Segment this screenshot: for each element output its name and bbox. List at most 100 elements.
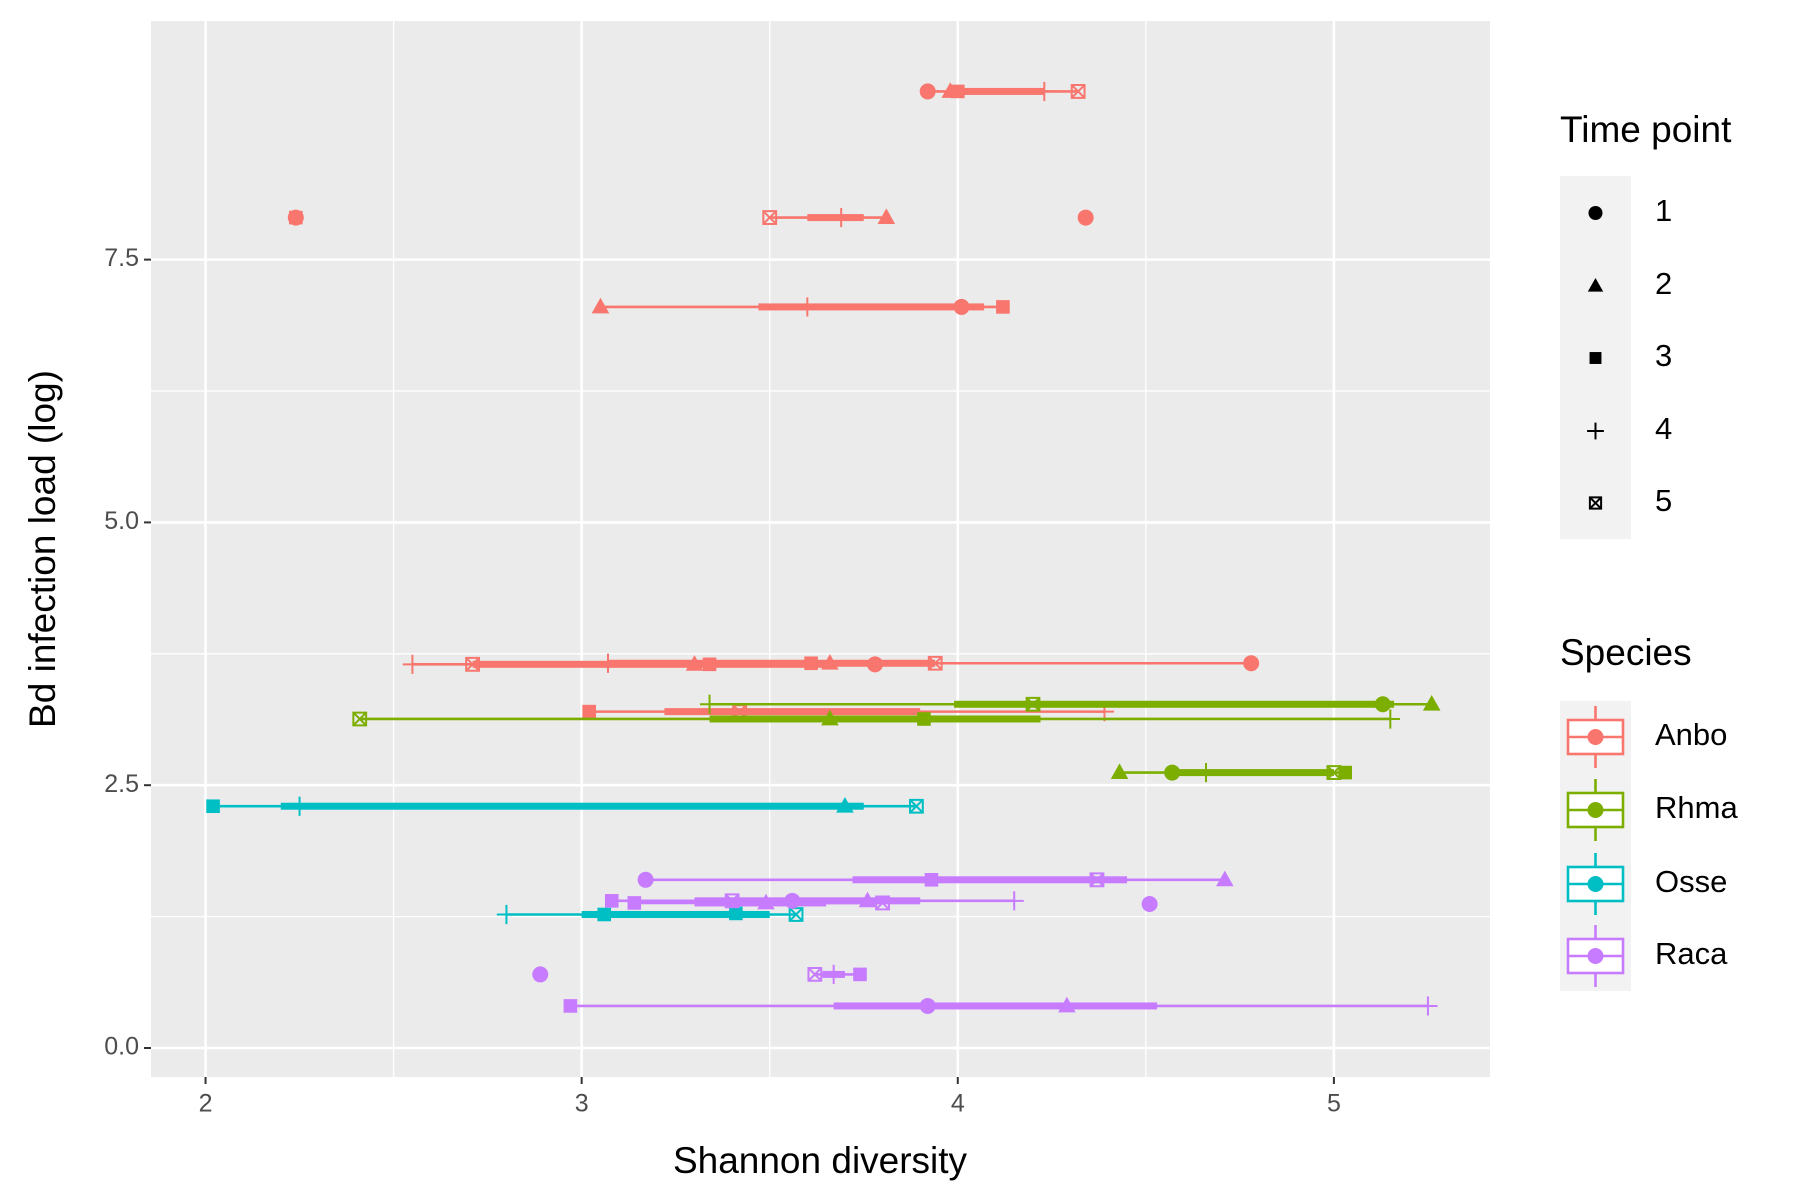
- legend-item: 2: [1587, 266, 1672, 301]
- box: [280, 802, 864, 810]
- legend-item: Raca: [1566, 925, 1728, 987]
- legend-item: Rhma: [1566, 779, 1738, 841]
- point: [1380, 709, 1400, 729]
- point: [797, 297, 817, 317]
- x-tick-label: 2: [199, 1090, 213, 1118]
- legend-label: 2: [1655, 266, 1672, 301]
- point: [729, 906, 743, 921]
- marks: [206, 81, 1441, 1016]
- point: [853, 967, 867, 982]
- point: [465, 656, 480, 672]
- point: [637, 871, 654, 888]
- point: [604, 894, 619, 908]
- point: [289, 210, 303, 225]
- box: [852, 876, 1128, 884]
- point: [1025, 696, 1041, 712]
- point: [996, 300, 1010, 314]
- point: [582, 704, 596, 719]
- point: [1164, 764, 1181, 781]
- legend-label: Anbo: [1655, 717, 1727, 752]
- point: [563, 999, 578, 1013]
- x-axis-title: Shannon diversity: [673, 1140, 968, 1181]
- legend-item: Anbo: [1566, 706, 1727, 768]
- legend-title: Time point: [1560, 109, 1732, 150]
- point: [496, 904, 517, 925]
- legend-item: 5: [1588, 483, 1672, 518]
- point: [919, 83, 936, 100]
- point: [757, 893, 775, 910]
- panel: [151, 21, 1490, 1077]
- legend: Time point Species 1 2 3 4 5 Anbo Rhma Osse Raca: [1560, 109, 1738, 991]
- point: [917, 712, 931, 726]
- point: [699, 694, 720, 714]
- point: [1216, 870, 1234, 887]
- legend-label: Raca: [1655, 936, 1728, 971]
- point: [1418, 996, 1438, 1016]
- point: [598, 653, 618, 673]
- point: [352, 711, 368, 727]
- point: [924, 873, 939, 887]
- point: [877, 208, 896, 224]
- box: [954, 700, 1395, 708]
- point: [1589, 352, 1602, 364]
- point: [289, 796, 310, 816]
- x-tick-label: 4: [951, 1090, 965, 1118]
- x-tick-label: 5: [1327, 1090, 1341, 1118]
- legend-point: [1587, 948, 1604, 964]
- point: [597, 907, 612, 922]
- box: [581, 910, 770, 918]
- y-tick-label: 5.0: [104, 507, 139, 535]
- legend-item: 4: [1587, 411, 1672, 446]
- point: [807, 967, 823, 982]
- box: [833, 1002, 1158, 1010]
- point: [1058, 996, 1076, 1013]
- legend-label: 4: [1655, 411, 1672, 446]
- legend-item: 3: [1589, 338, 1672, 373]
- y-axis-title: Bd infection load (log): [22, 370, 63, 728]
- legend-label: 5: [1655, 483, 1672, 518]
- box: [709, 715, 1041, 723]
- box: [1172, 769, 1334, 777]
- point: [1089, 872, 1105, 888]
- legend-point: [1587, 876, 1604, 892]
- point: [831, 207, 851, 228]
- point: [591, 297, 610, 314]
- point: [1034, 81, 1054, 102]
- point: [1587, 277, 1604, 292]
- legend-label: 1: [1655, 193, 1672, 228]
- point: [402, 654, 423, 674]
- point: [532, 966, 549, 983]
- box: [664, 708, 921, 716]
- point: [1326, 765, 1342, 780]
- point: [1070, 84, 1086, 99]
- point: [875, 895, 890, 911]
- point: [1588, 206, 1603, 220]
- point: [919, 997, 936, 1014]
- point: [927, 655, 943, 671]
- point: [824, 964, 844, 985]
- y-tick-label: 7.5: [104, 244, 139, 272]
- point: [950, 84, 965, 99]
- x-tick-label: 3: [575, 1090, 589, 1118]
- point: [206, 799, 220, 814]
- box: [694, 899, 827, 907]
- legend-title: Species: [1560, 632, 1692, 673]
- box: [607, 659, 936, 667]
- legend-item: 1: [1588, 193, 1672, 228]
- legend-point: [1587, 729, 1604, 745]
- legend-label: Osse: [1655, 864, 1727, 899]
- point: [1077, 209, 1094, 226]
- point: [788, 907, 804, 922]
- point: [1004, 891, 1024, 911]
- point: [1141, 895, 1158, 912]
- box: [957, 87, 1045, 95]
- axes: 2 3 4 5 0.0 2.5 5.0 7.5: [104, 244, 1341, 1117]
- point: [1587, 422, 1604, 440]
- point: [821, 709, 839, 726]
- point: [1338, 765, 1352, 780]
- grid: [151, 21, 1490, 1077]
- legend-label: Rhma: [1655, 790, 1738, 825]
- point: [804, 656, 818, 671]
- legend-item: Osse: [1566, 853, 1727, 915]
